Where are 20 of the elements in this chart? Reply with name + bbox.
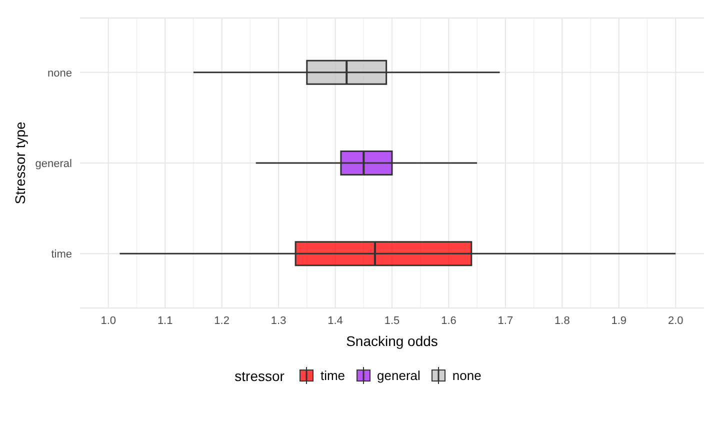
x-tick-label: 2.0 [668,314,684,327]
x-tick-label: 1.4 [328,314,343,327]
y-tick-label: none [48,67,72,80]
legend-title: stressor [234,368,284,384]
x-tick-label: 1.9 [611,314,627,327]
x-tick-label: 1.2 [214,314,230,327]
x-tick-label: 1.7 [498,314,514,327]
x-tick-label: 1.1 [157,314,173,327]
y-axis-title: Stressor type [12,122,28,204]
x-tick-label: 1.3 [270,314,286,327]
x-axis-title: Snacking odds [346,333,438,349]
legend-label: time [320,368,346,383]
x-tick-label: 1.8 [554,314,570,327]
y-tick-label: general [35,158,72,170]
x-tick-label: 1.0 [100,314,116,327]
y-tick-label: time [51,248,72,261]
x-tick-label: 1.6 [441,314,456,327]
legend-label: none [452,368,482,383]
x-tick-label: 1.5 [384,314,400,327]
legend-label: general [377,368,420,383]
